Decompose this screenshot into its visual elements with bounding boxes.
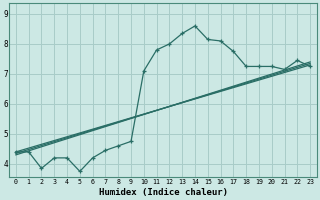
X-axis label: Humidex (Indice chaleur): Humidex (Indice chaleur) <box>99 188 228 197</box>
